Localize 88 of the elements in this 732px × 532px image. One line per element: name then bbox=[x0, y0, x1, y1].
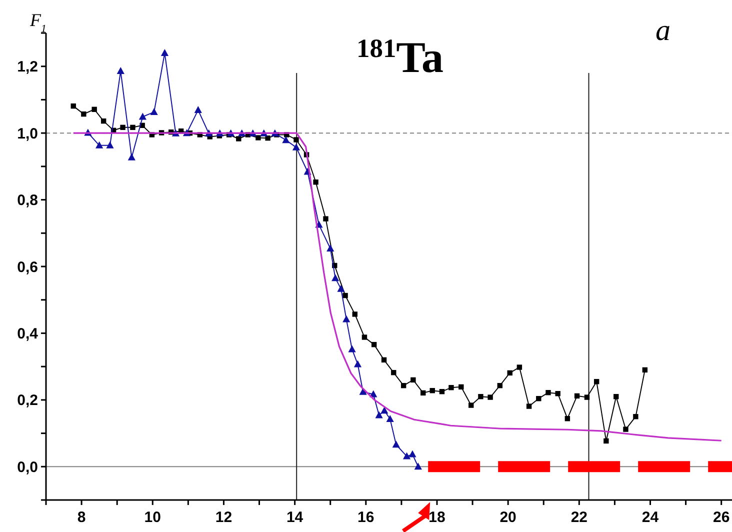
point bbox=[100, 118, 106, 124]
point bbox=[386, 414, 394, 422]
point bbox=[623, 426, 628, 432]
point bbox=[468, 402, 474, 408]
point bbox=[546, 390, 551, 396]
point bbox=[380, 406, 388, 414]
point bbox=[555, 390, 560, 396]
x-tick-label: 10 bbox=[144, 509, 161, 526]
y-tick-label: 0,4 bbox=[17, 325, 39, 342]
x-tick-label: 14 bbox=[286, 509, 304, 526]
line-series bbox=[72, 132, 722, 442]
point bbox=[138, 112, 146, 120]
point bbox=[400, 382, 406, 388]
point bbox=[594, 378, 600, 384]
point bbox=[194, 106, 202, 114]
point bbox=[337, 284, 345, 292]
point bbox=[342, 315, 350, 322]
point bbox=[574, 393, 580, 399]
point bbox=[332, 274, 340, 282]
y-tick-label: 0,6 bbox=[17, 258, 38, 276]
point bbox=[236, 136, 242, 142]
point bbox=[381, 357, 387, 362]
point bbox=[402, 452, 411, 460]
point bbox=[507, 370, 512, 376]
point bbox=[326, 244, 334, 252]
point bbox=[420, 390, 426, 396]
point bbox=[516, 364, 522, 370]
point bbox=[448, 384, 454, 390]
point bbox=[478, 394, 484, 400]
point bbox=[354, 360, 362, 368]
point bbox=[128, 153, 136, 160]
point bbox=[256, 135, 261, 140]
point bbox=[633, 414, 638, 420]
y-tick-label: 0,8 bbox=[17, 192, 38, 210]
x-tick-label: 12 bbox=[215, 509, 232, 526]
point bbox=[430, 388, 435, 394]
x-tick-label: 20 bbox=[500, 509, 516, 526]
x-tick-label: 18 bbox=[428, 509, 446, 526]
x-tick-label: 16 bbox=[358, 509, 374, 526]
x-tick-label: 8 bbox=[77, 509, 86, 526]
x-tick-label: 26 bbox=[712, 509, 730, 526]
point bbox=[292, 143, 300, 150]
point bbox=[120, 124, 126, 130]
point bbox=[265, 135, 270, 141]
point bbox=[116, 67, 124, 74]
y-axis-title: F$_{1}$ bbox=[29, 10, 46, 35]
point bbox=[408, 450, 416, 458]
point bbox=[348, 345, 356, 352]
x-tick-label: 22 bbox=[570, 509, 588, 526]
chart-title: $^{181}$Ta bbox=[356, 33, 444, 82]
x-tick-label: 24 bbox=[642, 509, 660, 526]
point bbox=[584, 394, 590, 400]
point bbox=[150, 108, 158, 116]
point bbox=[130, 124, 136, 130]
point bbox=[439, 388, 445, 394]
point bbox=[410, 377, 416, 383]
point bbox=[642, 367, 648, 373]
annotation: a bbox=[656, 14, 670, 47]
point bbox=[458, 384, 464, 390]
y-tick-label: 0,2 bbox=[17, 392, 38, 410]
y-tick-label: 0,0 bbox=[17, 458, 38, 476]
point bbox=[342, 292, 348, 298]
point bbox=[375, 411, 383, 418]
point bbox=[488, 394, 493, 400]
point bbox=[526, 404, 532, 409]
y-tick-label: 1,2 bbox=[17, 58, 38, 76]
point bbox=[414, 462, 422, 470]
point bbox=[81, 111, 86, 117]
point bbox=[362, 334, 368, 340]
point bbox=[92, 106, 97, 112]
point bbox=[323, 216, 328, 222]
point bbox=[294, 137, 299, 142]
point bbox=[604, 438, 609, 444]
point bbox=[282, 136, 290, 144]
point bbox=[497, 382, 502, 388]
point bbox=[352, 312, 358, 317]
point bbox=[536, 396, 542, 402]
point bbox=[96, 141, 104, 148]
point bbox=[160, 49, 169, 56]
point bbox=[564, 416, 570, 422]
point bbox=[106, 141, 114, 148]
point bbox=[391, 370, 396, 376]
point bbox=[614, 394, 619, 400]
point bbox=[313, 180, 318, 185]
y-tick-label: 1,0 bbox=[17, 125, 38, 142]
point bbox=[70, 103, 76, 109]
point bbox=[392, 440, 400, 448]
point bbox=[371, 342, 377, 348]
